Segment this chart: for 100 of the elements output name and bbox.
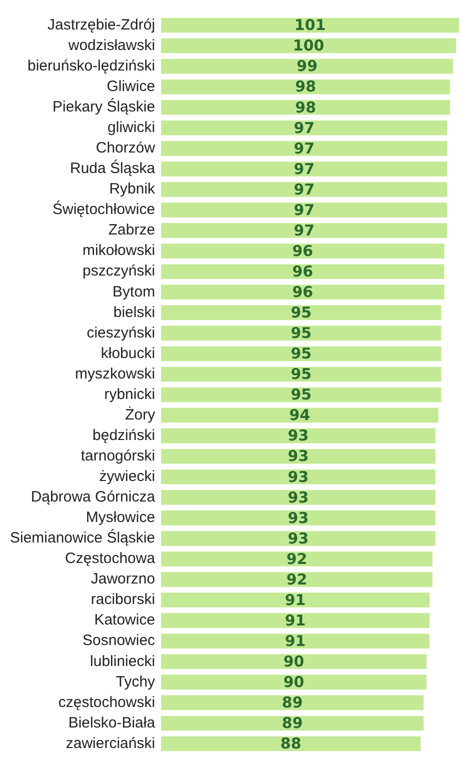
bar: [161, 613, 430, 628]
y-tick-label: Świętochłowice: [52, 200, 156, 218]
bar: [161, 469, 436, 484]
data-label: 96: [292, 262, 314, 280]
bar: [161, 202, 448, 218]
bar: [161, 366, 442, 382]
bar: [161, 736, 421, 752]
data-label: 97: [294, 118, 315, 137]
y-tick-label: częstochowski: [58, 694, 156, 711]
data-label: 98: [295, 78, 316, 96]
y-tick-label: Ruda Śląska: [70, 159, 156, 178]
y-tick-label: Katowice: [94, 612, 156, 629]
bar: [161, 244, 444, 258]
data-label: 91: [284, 590, 306, 609]
bar: [161, 264, 444, 279]
data-label: 92: [286, 550, 308, 568]
bar: [161, 408, 438, 423]
data-label: 91: [284, 611, 306, 630]
bar: [161, 695, 424, 710]
y-tick-label: mikołowski: [82, 242, 156, 260]
y-tick-label: tarnogórski: [80, 447, 156, 464]
bar: [161, 223, 448, 238]
y-tick-label: Tychy: [116, 673, 156, 690]
bar: [161, 634, 430, 648]
data-label: 88: [280, 734, 302, 753]
y-tick-label: gliwicki: [108, 119, 156, 136]
bar: [161, 326, 442, 341]
y-tick-label: Bytom: [112, 283, 156, 300]
data-label: 101: [294, 16, 326, 34]
y-tick-label: Bielsko-Biała: [68, 714, 156, 732]
data-label: 93: [288, 529, 309, 548]
data-label: 96: [292, 242, 314, 260]
bar: [161, 448, 436, 464]
y-tick-label: bielski: [113, 304, 156, 321]
data-label: 95: [290, 304, 312, 322]
bar: [161, 38, 456, 54]
y-tick-label: Rybnik: [109, 180, 156, 198]
bar: [161, 572, 432, 587]
data-label: 97: [294, 139, 315, 158]
y-tick-label: żywiecki: [99, 468, 156, 486]
y-tick-label: pszczyński: [82, 262, 156, 280]
data-label: 89: [282, 694, 303, 712]
y-tick-label: Piekary Śląskie: [52, 98, 156, 116]
y-tick-label: Jaworzno: [90, 570, 156, 588]
y-tick-label: Dąbrowa Górnicza: [30, 488, 156, 506]
y-tick-label: Żory: [125, 405, 156, 424]
bar: [161, 510, 436, 526]
data-label: 90: [283, 673, 304, 692]
data-label: 99: [296, 57, 318, 76]
bar: [161, 531, 436, 546]
y-tick-label: Jastrzębie-Zdrój: [48, 16, 156, 34]
data-label: 91: [284, 632, 306, 650]
bar: [161, 162, 448, 176]
bar: [161, 716, 424, 731]
data-label: 93: [288, 468, 309, 486]
y-tick-label: Sosnowiec: [82, 632, 156, 650]
bar: [161, 141, 448, 156]
data-label: 93: [288, 488, 309, 506]
data-label: 96: [292, 283, 314, 302]
y-tick-label: Chorzów: [96, 140, 156, 157]
data-label: 93: [288, 447, 309, 466]
bar: [161, 387, 442, 402]
data-label: 90: [283, 652, 304, 671]
bar: [161, 79, 450, 94]
y-tick-label: myszkowski: [75, 365, 156, 382]
y-tick-label: bieruńsko-lędziński: [28, 57, 156, 74]
y-tick-label: Zabrze: [108, 222, 156, 239]
y-tick-label: wodzisławski: [67, 36, 156, 54]
data-label: 97: [294, 180, 315, 198]
bar: [161, 100, 450, 115]
bar: [161, 346, 442, 362]
data-label: 93: [288, 508, 309, 527]
y-tick-label: Częstochowa: [65, 550, 156, 568]
y-tick-label: kłobucki: [100, 344, 156, 362]
y-tick-label: Mysłowice: [86, 509, 156, 526]
y-tick-label: będziński: [92, 426, 156, 444]
y-tick-label: raciborski: [90, 591, 156, 608]
y-tick-label: Gliwice: [106, 78, 156, 95]
data-label: 97: [294, 200, 315, 219]
bar: [161, 552, 432, 566]
data-label: 95: [290, 344, 312, 363]
data-label: 97: [294, 160, 315, 178]
bar: [161, 120, 448, 136]
data-label: 95: [290, 365, 312, 384]
data-label: 97: [294, 221, 315, 240]
y-tick-label: lubliniecki: [90, 652, 156, 670]
bar: [161, 284, 444, 300]
bar: [161, 654, 427, 670]
bar: [161, 305, 442, 320]
y-tick-label: rybnicki: [104, 386, 156, 403]
y-tick-label: zawierciański: [66, 734, 156, 752]
y-tick-label: cieszyński: [86, 324, 156, 342]
data-label: 95: [290, 324, 312, 342]
data-label: 89: [282, 714, 303, 732]
data-label: 98: [295, 98, 316, 116]
data-label: 92: [286, 570, 308, 588]
bar: [161, 18, 459, 33]
bar: [161, 490, 436, 505]
data-label: 95: [290, 386, 312, 404]
bar: [161, 428, 436, 444]
